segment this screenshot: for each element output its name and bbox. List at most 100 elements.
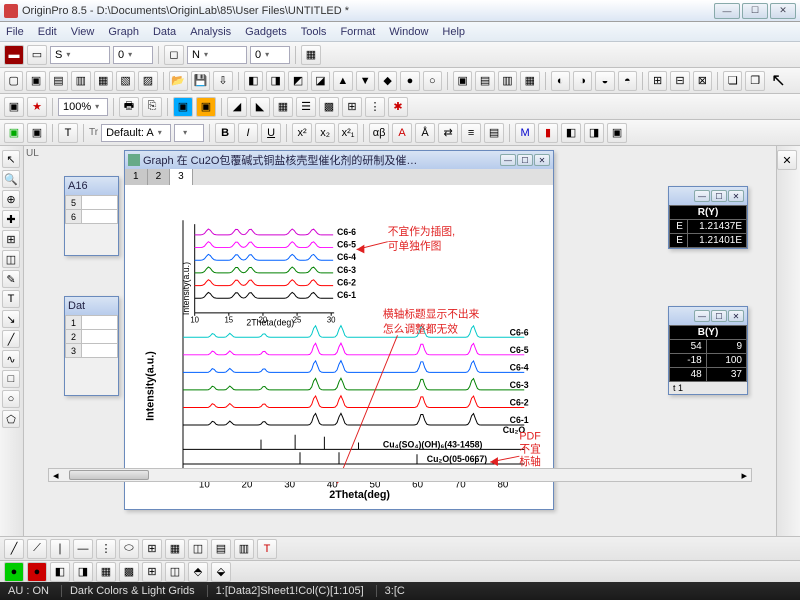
tb2-t[interactable]: ⊠ xyxy=(693,71,712,91)
subscript-button[interactable]: x₂ xyxy=(315,123,335,143)
bt2-i[interactable]: ◫ xyxy=(188,539,208,559)
draw-tool[interactable]: ✎ xyxy=(2,270,20,288)
bt2-f[interactable]: ⬭ xyxy=(119,539,139,559)
bt1-e[interactable]: ▦ xyxy=(96,562,116,582)
menu-data[interactable]: Data xyxy=(153,26,176,38)
tb2-v[interactable]: ❐ xyxy=(745,71,764,91)
menu-view[interactable]: View xyxy=(71,26,95,38)
tb4-c[interactable]: T xyxy=(58,123,78,143)
new-project-button[interactable]: ▢ xyxy=(4,71,23,91)
bt2-j[interactable]: ▤ xyxy=(211,539,231,559)
bt1-b[interactable]: ● xyxy=(27,562,47,582)
tb3-d[interactable]: ▣ xyxy=(196,97,216,117)
bold-button[interactable]: B xyxy=(215,123,235,143)
italic-button[interactable]: I xyxy=(238,123,258,143)
tb3-e[interactable]: ◢ xyxy=(227,97,247,117)
worksheet-window-1[interactable]: A16 56 xyxy=(64,176,119,256)
tb2-f[interactable]: ▼ xyxy=(356,71,375,91)
menu-help[interactable]: Help xyxy=(442,26,465,38)
dp1-max[interactable]: ☐ xyxy=(711,190,727,202)
text-tool[interactable]: T xyxy=(2,290,20,308)
palette-button[interactable]: ▦ xyxy=(301,45,321,65)
worksheet-window-2[interactable]: Dat 123 xyxy=(64,296,119,396)
bt1-g[interactable]: ⊞ xyxy=(142,562,162,582)
bt1-h[interactable]: ◫ xyxy=(165,562,185,582)
data-panel-1[interactable]: —☐✕ R(Y) E1.21437E E1.21401E xyxy=(668,186,748,249)
tb2-m[interactable]: ▦ xyxy=(520,71,539,91)
graph-scrollbar[interactable]: ◂ ▸ xyxy=(48,468,752,482)
line-color-button[interactable]: ▬ xyxy=(4,45,24,65)
arrow-tool[interactable]: ↘ xyxy=(2,310,20,328)
bt2-d[interactable]: — xyxy=(73,539,93,559)
tb2-c[interactable]: ◩ xyxy=(288,71,307,91)
tb4-d[interactable]: Å xyxy=(415,123,435,143)
tb2-h[interactable]: ● xyxy=(400,71,419,91)
tb4-g[interactable]: ▤ xyxy=(484,123,504,143)
zoom-tool[interactable]: 🔍 xyxy=(2,170,20,188)
menu-window[interactable]: Window xyxy=(389,26,428,38)
close-button[interactable]: ✕ xyxy=(770,3,796,19)
dp2-min[interactable]: — xyxy=(694,310,710,322)
underline-button[interactable]: U xyxy=(261,123,281,143)
pointer-tool[interactable]: ↖ xyxy=(2,150,20,168)
tb4-j[interactable]: ◧ xyxy=(561,123,581,143)
tb4-a[interactable]: ▣ xyxy=(4,123,24,143)
open-button[interactable]: 📂 xyxy=(169,71,188,91)
dp1-close[interactable]: ✕ xyxy=(728,190,744,202)
tb4-i[interactable]: ▮ xyxy=(538,123,558,143)
tb4-b[interactable]: ▣ xyxy=(27,123,47,143)
tb3-i[interactable]: ▩ xyxy=(319,97,339,117)
graph-max-button[interactable]: ☐ xyxy=(517,154,533,166)
tb4-f[interactable]: ≡ xyxy=(461,123,481,143)
line-style-combo[interactable]: S xyxy=(50,46,110,64)
dp1-min[interactable]: — xyxy=(694,190,710,202)
tb2-j[interactable]: ▣ xyxy=(453,71,472,91)
minimize-button[interactable]: — xyxy=(714,3,740,19)
tb2-q[interactable]: ◓ xyxy=(618,71,637,91)
fontsize-combo[interactable] xyxy=(174,124,204,142)
zoom-combo[interactable]: 100% xyxy=(58,98,108,116)
new-folder-button[interactable]: ▣ xyxy=(26,71,45,91)
tb2-k[interactable]: ▤ xyxy=(475,71,494,91)
bt1-i[interactable]: ⬘ xyxy=(188,562,208,582)
menu-graph[interactable]: Graph xyxy=(108,26,139,38)
tab-1[interactable]: 1 xyxy=(125,169,148,185)
tb3-b[interactable]: ★ xyxy=(27,97,47,117)
rect-tool[interactable]: □ xyxy=(2,370,20,388)
bt2-g[interactable]: ⊞ xyxy=(142,539,162,559)
import-button[interactable]: ⇩ xyxy=(213,71,232,91)
tab-3[interactable]: 3 xyxy=(170,169,193,185)
menu-tools[interactable]: Tools xyxy=(301,26,327,38)
tb4-h[interactable]: M xyxy=(515,123,535,143)
reader-tool[interactable]: ⊕ xyxy=(2,190,20,208)
poly-tool[interactable]: ⬠ xyxy=(2,410,20,428)
tb2-i[interactable]: ○ xyxy=(423,71,442,91)
bt2-e[interactable]: ⋮ xyxy=(96,539,116,559)
curve-tool[interactable]: ∿ xyxy=(2,350,20,368)
tb4-l[interactable]: ▣ xyxy=(607,123,627,143)
bt2-a[interactable]: ╱ xyxy=(4,539,24,559)
bt2-k[interactable]: ▥ xyxy=(234,539,254,559)
tb4-k[interactable]: ◨ xyxy=(584,123,604,143)
menu-edit[interactable]: Edit xyxy=(38,26,57,38)
tb2-a[interactable]: ◧ xyxy=(244,71,263,91)
new-matrix-button[interactable]: ▦ xyxy=(94,71,113,91)
font-color-button[interactable]: A xyxy=(392,123,412,143)
marker-size-combo[interactable]: 0 xyxy=(250,46,290,64)
font-combo[interactable]: Default: A xyxy=(101,124,171,142)
dp2-max[interactable]: ☐ xyxy=(711,310,727,322)
tb2-g[interactable]: ◆ xyxy=(378,71,397,91)
bt2-h[interactable]: ▦ xyxy=(165,539,185,559)
bt1-j[interactable]: ⬙ xyxy=(211,562,231,582)
marker-style-combo[interactable]: N xyxy=(187,46,247,64)
data-tool[interactable]: ✚ xyxy=(2,210,20,228)
new-layout-button[interactable]: ▧ xyxy=(116,71,135,91)
graph-min-button[interactable]: — xyxy=(500,154,516,166)
tab-2[interactable]: 2 xyxy=(148,169,171,185)
greek-button[interactable]: αβ xyxy=(369,123,389,143)
superscript-button[interactable]: x² xyxy=(292,123,312,143)
right-close-icon[interactable]: ✕ xyxy=(777,150,797,170)
bt2-b[interactable]: ⟋ xyxy=(27,539,47,559)
data-panel-2[interactable]: —☐✕ B(Y) 549 -18100 4837 t 1 xyxy=(668,306,748,395)
graph-close-button[interactable]: ✕ xyxy=(534,154,550,166)
